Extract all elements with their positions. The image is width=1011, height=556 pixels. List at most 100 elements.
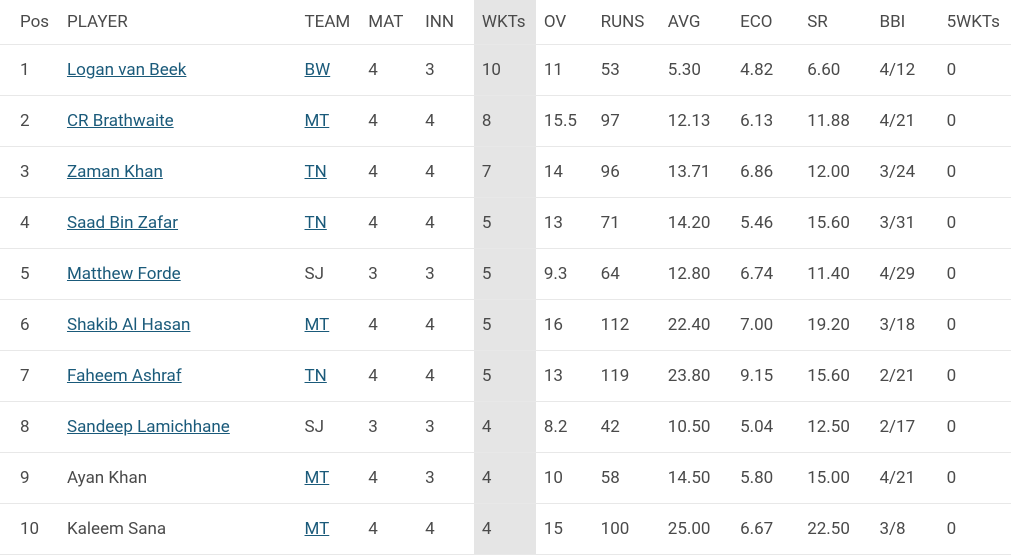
cell-runs: 42 <box>593 402 660 453</box>
cell-team: MT <box>297 453 361 504</box>
player-link[interactable]: Zaman Khan <box>67 162 163 182</box>
cell-pos: 2 <box>0 96 59 147</box>
cell-team: SJ <box>297 402 361 453</box>
cell-eco: 9.15 <box>732 351 799 402</box>
cell-inn: 3 <box>417 249 474 300</box>
cell-wkts: 4 <box>474 453 536 504</box>
cell-pos: 5 <box>0 249 59 300</box>
cell-team: MT <box>297 96 361 147</box>
cell-ov: 14 <box>536 147 593 198</box>
cell-avg: 14.20 <box>660 198 732 249</box>
table-row: 9Ayan KhanMT434105814.505.8015.004/210 <box>0 453 1011 504</box>
cell-mat: 4 <box>360 504 417 555</box>
cell-team: TN <box>297 147 361 198</box>
team-link[interactable]: MT <box>305 468 330 488</box>
cell-fivewkts: 0 <box>939 147 1011 198</box>
cell-sr: 11.88 <box>799 96 871 147</box>
cell-wkts: 8 <box>474 96 536 147</box>
cell-sr: 12.00 <box>799 147 871 198</box>
cell-bbi: 4/21 <box>871 453 938 504</box>
table-row: 1Logan van BeekBW431011535.304.826.604/1… <box>0 45 1011 96</box>
cell-fivewkts: 0 <box>939 453 1011 504</box>
col-header-ov[interactable]: OV <box>536 0 593 45</box>
cell-inn: 4 <box>417 147 474 198</box>
team-link[interactable]: MT <box>305 111 330 131</box>
cell-player: Sandeep Lamichhane <box>59 402 297 453</box>
cell-inn: 4 <box>417 96 474 147</box>
cell-team: SJ <box>297 249 361 300</box>
team-link[interactable]: MT <box>305 519 330 539</box>
col-header-team[interactable]: TEAM <box>297 0 361 45</box>
player-link[interactable]: Matthew Forde <box>67 264 181 284</box>
col-header-inn[interactable]: INN <box>417 0 474 45</box>
col-header-pos[interactable]: Pos <box>0 0 59 45</box>
cell-player: Zaman Khan <box>59 147 297 198</box>
cell-bbi: 3/31 <box>871 198 938 249</box>
player-link[interactable]: Faheem Ashraf <box>67 366 182 386</box>
cell-team: TN <box>297 351 361 402</box>
cell-runs: 71 <box>593 198 660 249</box>
cell-bbi: 4/12 <box>871 45 938 96</box>
cell-player: Saad Bin Zafar <box>59 198 297 249</box>
col-header-sr[interactable]: SR <box>799 0 871 45</box>
cell-inn: 4 <box>417 198 474 249</box>
team-link[interactable]: TN <box>305 162 327 182</box>
cell-mat: 4 <box>360 453 417 504</box>
cell-ov: 13 <box>536 351 593 402</box>
player-link[interactable]: Shakib Al Hasan <box>67 315 190 335</box>
cell-ov: 11 <box>536 45 593 96</box>
cell-eco: 6.86 <box>732 147 799 198</box>
cell-inn: 3 <box>417 402 474 453</box>
cell-sr: 6.60 <box>799 45 871 96</box>
cell-mat: 4 <box>360 96 417 147</box>
cell-player: Ayan Khan <box>59 453 297 504</box>
col-header-eco[interactable]: ECO <box>732 0 799 45</box>
cell-player: Kaleem Sana <box>59 504 297 555</box>
cell-avg: 5.30 <box>660 45 732 96</box>
cell-runs: 97 <box>593 96 660 147</box>
col-header-runs[interactable]: RUNS <box>593 0 660 45</box>
cell-inn: 3 <box>417 45 474 96</box>
cell-fivewkts: 0 <box>939 351 1011 402</box>
col-header-avg[interactable]: AVG <box>660 0 732 45</box>
col-header-bbi[interactable]: BBI <box>871 0 938 45</box>
cell-sr: 15.60 <box>799 351 871 402</box>
col-header-fivewkts[interactable]: 5WKTs <box>939 0 1011 45</box>
team-link[interactable]: MT <box>305 315 330 335</box>
cell-ov: 16 <box>536 300 593 351</box>
cell-eco: 5.46 <box>732 198 799 249</box>
player-link[interactable]: Sandeep Lamichhane <box>67 417 230 437</box>
cell-pos: 9 <box>0 453 59 504</box>
player-link[interactable]: Saad Bin Zafar <box>67 213 178 233</box>
col-header-wkts[interactable]: WKTs <box>474 0 536 45</box>
cell-sr: 15.00 <box>799 453 871 504</box>
cell-mat: 4 <box>360 147 417 198</box>
cell-inn: 4 <box>417 351 474 402</box>
team-link[interactable]: TN <box>305 366 327 386</box>
cell-sr: 22.50 <box>799 504 871 555</box>
cell-eco: 5.80 <box>732 453 799 504</box>
cell-runs: 58 <box>593 453 660 504</box>
col-header-player[interactable]: PLAYER <box>59 0 297 45</box>
cell-pos: 4 <box>0 198 59 249</box>
player-link[interactable]: CR Brathwaite <box>67 111 174 131</box>
cell-player: Faheem Ashraf <box>59 351 297 402</box>
cell-avg: 25.00 <box>660 504 732 555</box>
player-link[interactable]: Logan van Beek <box>67 60 186 80</box>
table-row: 7Faheem AshrafTN4451311923.809.1515.602/… <box>0 351 1011 402</box>
team-link[interactable]: TN <box>305 213 327 233</box>
cell-sr: 11.40 <box>799 249 871 300</box>
cell-pos: 10 <box>0 504 59 555</box>
cell-bbi: 3/24 <box>871 147 938 198</box>
cell-inn: 3 <box>417 453 474 504</box>
cell-bbi: 4/29 <box>871 249 938 300</box>
cell-fivewkts: 0 <box>939 198 1011 249</box>
team-link[interactable]: BW <box>305 60 331 80</box>
cell-pos: 6 <box>0 300 59 351</box>
col-header-mat[interactable]: MAT <box>360 0 417 45</box>
cell-team: BW <box>297 45 361 96</box>
cell-bbi: 3/18 <box>871 300 938 351</box>
cell-ov: 15.5 <box>536 96 593 147</box>
cell-wkts: 5 <box>474 249 536 300</box>
cell-ov: 10 <box>536 453 593 504</box>
